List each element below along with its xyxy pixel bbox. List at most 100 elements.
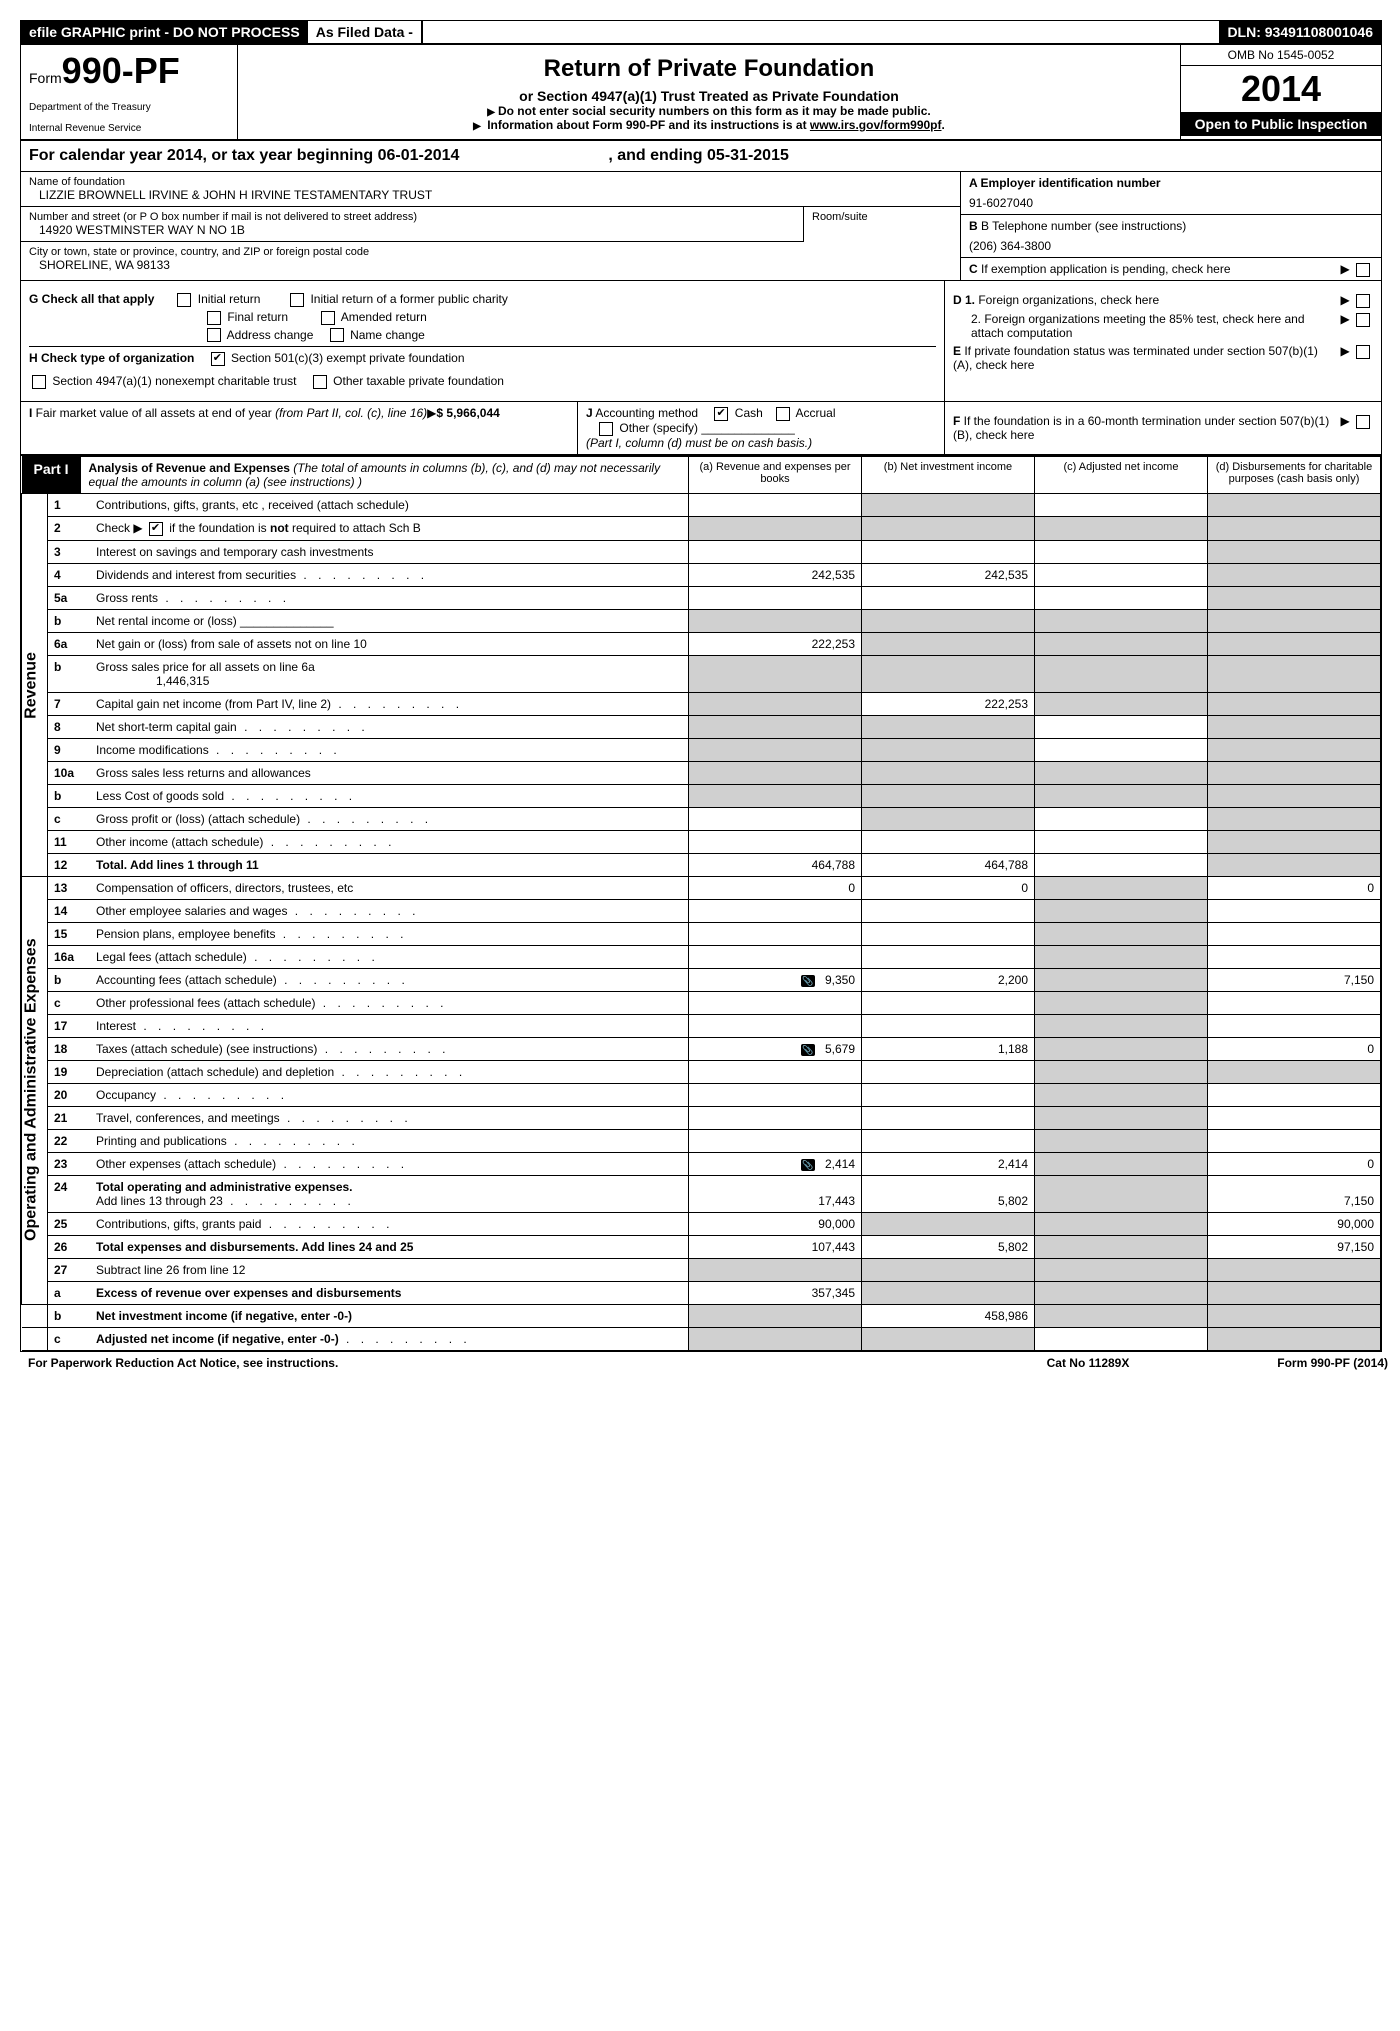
d2-label: 2. Foreign organizations meeting the 85%… — [953, 312, 1340, 340]
v17a — [689, 1014, 862, 1037]
v22c — [1035, 1129, 1208, 1152]
v12a: 464,788 — [689, 853, 862, 876]
cal-pre: For calendar year 2014, or tax year begi… — [29, 147, 378, 164]
f-cell: F If the foundation is in a 60-month ter… — [944, 402, 1381, 454]
other-taxable-checkbox[interactable] — [313, 375, 327, 389]
row-10c: c Gross profit or (loss) (attach schedul… — [22, 807, 1381, 830]
v27d — [1208, 1258, 1381, 1281]
exemption-cell: C If exemption application is pending, c… — [961, 258, 1381, 280]
desc-1: Contributions, gifts, grants, etc , rece… — [90, 494, 689, 517]
other-method-checkbox[interactable] — [599, 422, 613, 436]
desc-16b: Accounting fees (attach schedule) — [90, 968, 689, 991]
h-row2: Section 4947(a)(1) nonexempt charitable … — [29, 370, 936, 393]
city-cell: City or town, state or province, country… — [21, 242, 960, 276]
desc-7: Capital gain net income (from Part IV, l… — [90, 692, 689, 715]
v18a-val: 5,679 — [825, 1042, 855, 1056]
desc-16c: Other professional fees (attach schedule… — [90, 991, 689, 1014]
part1-title-bold: Analysis of Revenue and Expenses — [89, 461, 290, 475]
rn-6b: b — [48, 655, 91, 692]
phone-label: B B Telephone number (see instructions) — [969, 219, 1373, 233]
d1-row: D 1. Foreign organizations, check here ▶ — [953, 293, 1373, 308]
d2-checkbox[interactable] — [1356, 313, 1370, 327]
amended-checkbox[interactable] — [321, 311, 335, 325]
accrual-checkbox[interactable] — [776, 407, 790, 421]
f-checkbox[interactable] — [1356, 415, 1370, 429]
desc-27b: Net investment income (if negative, ente… — [90, 1304, 689, 1327]
final-return-checkbox[interactable] — [207, 311, 221, 325]
irs-link[interactable]: www.irs.gov/form990pf — [810, 118, 942, 132]
attach-icon-18[interactable]: 📎 — [801, 1044, 815, 1056]
v1b — [862, 494, 1035, 517]
row-17: 17 Interest — [22, 1014, 1381, 1037]
v20d — [1208, 1083, 1381, 1106]
cash-checkbox[interactable] — [714, 407, 728, 421]
header-left: Form990-PF Department of the Treasury In… — [21, 45, 238, 139]
v5bc — [1035, 609, 1208, 632]
part1-table: Part I Analysis of Revenue and Expenses … — [21, 456, 1381, 1351]
v25c — [1035, 1212, 1208, 1235]
street-address: 14920 WESTMINSTER WAY N NO 1B — [29, 223, 795, 237]
e-checkbox[interactable] — [1356, 345, 1370, 359]
rn-14: 14 — [48, 899, 91, 922]
c-checkbox[interactable] — [1356, 263, 1370, 277]
v3a — [689, 540, 862, 563]
row-8: 8 Net short-term capital gain — [22, 715, 1381, 738]
entity-left: Name of foundation LIZZIE BROWNELL IRVIN… — [21, 172, 960, 280]
street-cell: Number and street (or P O box number if … — [21, 207, 804, 242]
row-9: 9 Income modifications — [22, 738, 1381, 761]
attach-icon[interactable]: 📎 — [801, 975, 815, 987]
501c3-checkbox[interactable] — [211, 352, 225, 366]
attach-icon-23[interactable]: 📎 — [801, 1159, 815, 1171]
note-ssn: Do not enter social security numbers on … — [243, 104, 1175, 118]
rn-10a: 10a — [48, 761, 91, 784]
rn-23: 23 — [48, 1152, 91, 1175]
d1-checkbox[interactable] — [1356, 294, 1370, 308]
row-20: 20 Occupancy — [22, 1083, 1381, 1106]
desc-9: Income modifications — [90, 738, 689, 761]
v10aa — [689, 761, 862, 784]
v15d — [1208, 922, 1381, 945]
desc-14: Other employee salaries and wages — [90, 899, 689, 922]
v2c — [1035, 517, 1208, 541]
desc-8: Net short-term capital gain — [90, 715, 689, 738]
spacer-27b — [22, 1304, 48, 1327]
foundation-name: LIZZIE BROWNELL IRVINE & JOHN H IRVINE T… — [29, 188, 952, 202]
col-d-header: (d) Disbursements for charitable purpose… — [1208, 457, 1381, 494]
v20a — [689, 1083, 862, 1106]
address-change-checkbox[interactable] — [207, 328, 221, 342]
footer-left: For Paperwork Reduction Act Notice, see … — [28, 1356, 988, 1370]
v24d: 7,150 — [1208, 1175, 1381, 1212]
ein-value: 91-6027040 — [969, 190, 1373, 210]
opt-amended: Amended return — [341, 310, 427, 324]
revenue-side-label: Revenue — [22, 494, 48, 877]
desc-12: Total. Add lines 1 through 11 — [90, 853, 689, 876]
g-row2: Final return Amended return — [29, 310, 936, 325]
v23a-val: 2,414 — [825, 1157, 855, 1171]
row-22: 22 Printing and publications — [22, 1129, 1381, 1152]
rn-27: 27 — [48, 1258, 91, 1281]
r2-pre: Check — [96, 521, 133, 535]
name-change-checkbox[interactable] — [330, 328, 344, 342]
initial-return-checkbox[interactable] — [177, 293, 191, 307]
rn-16c: c — [48, 991, 91, 1014]
ij-row: I Fair market value of all assets at end… — [21, 402, 944, 454]
accrual-label: Accrual — [795, 406, 835, 420]
name-label: Name of foundation — [29, 176, 952, 188]
v15a — [689, 922, 862, 945]
v17b — [862, 1014, 1035, 1037]
h-row1: H Check type of organization Section 501… — [29, 346, 936, 370]
entity-right: A Employer identification number 91-6027… — [960, 172, 1381, 280]
schb-checkbox[interactable] — [149, 522, 163, 536]
d1-check-wrap: ▶ — [1340, 293, 1373, 308]
v23c — [1035, 1152, 1208, 1175]
4947-checkbox[interactable] — [32, 375, 46, 389]
arrow-icon — [473, 118, 484, 132]
desc-6b: Gross sales price for all assets on line… — [90, 655, 689, 692]
v18b: 1,188 — [862, 1037, 1035, 1060]
former-charity-checkbox[interactable] — [290, 293, 304, 307]
rn-10b: b — [48, 784, 91, 807]
fmv-value: $ 5,966,044 — [436, 406, 499, 420]
v16ac — [1035, 945, 1208, 968]
v23a: 📎 2,414 — [689, 1152, 862, 1175]
v10cb — [862, 807, 1035, 830]
